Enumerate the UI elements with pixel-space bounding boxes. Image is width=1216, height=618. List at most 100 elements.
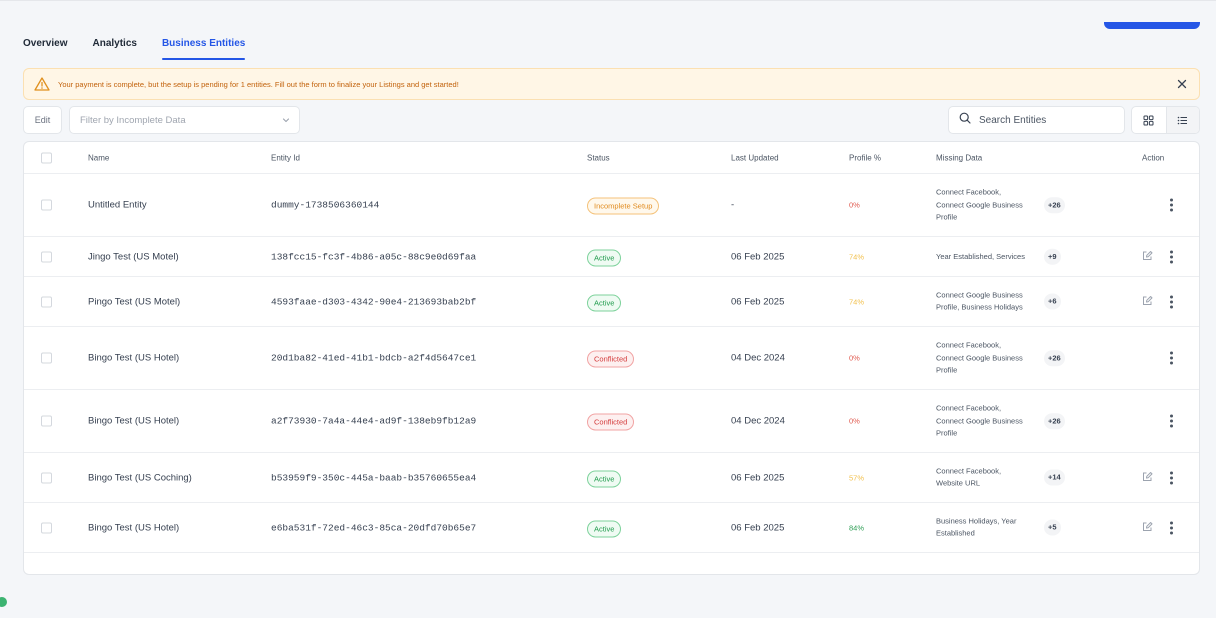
- filter-placeholder: Filter by Incomplete Data: [80, 114, 186, 126]
- table-row[interactable]: Bingo Test (US Hotel) 20d1ba82-41ed-41b1-…: [24, 327, 1199, 390]
- profile-percent: 74%: [849, 252, 865, 261]
- list-view-icon[interactable]: [1165, 107, 1199, 133]
- entity-id: 4593faae-d303-4342-90e4-213693bab2bf: [271, 296, 477, 307]
- tab-business-entities[interactable]: Business Entities: [161, 38, 246, 62]
- row-checkbox[interactable]: [41, 472, 52, 483]
- table-row[interactable]: Jingo Test (US Motel) 138fcc15-fc3f-4b86-…: [24, 237, 1199, 277]
- header-name: Name: [88, 153, 110, 162]
- status-badge: Conflicted: [587, 350, 635, 368]
- row-checkbox[interactable]: [41, 522, 52, 533]
- top-action-button[interactable]: [1104, 22, 1200, 29]
- table-toolbar: Edit Filter by Incomplete Data: [23, 106, 1200, 134]
- missing-data-count[interactable]: +6: [1044, 293, 1061, 310]
- select-all-checkbox[interactable]: [41, 152, 52, 163]
- edit-icon[interactable]: [1142, 519, 1153, 537]
- edit-icon[interactable]: [1142, 469, 1153, 487]
- more-options-icon[interactable]: [1170, 250, 1173, 263]
- missing-data: Connect Facebook, Connect Google Business…: [936, 339, 1065, 377]
- last-updated: 04 Dec 2024: [731, 415, 785, 427]
- missing-data-line: Website URL: [936, 478, 981, 488]
- header-status: Status: [587, 153, 610, 162]
- grid-view-icon[interactable]: [1132, 107, 1166, 133]
- entity-name[interactable]: Bingo Test (US Hotel): [88, 522, 180, 533]
- status-badge: Incomplete Setup: [587, 197, 660, 215]
- last-updated: 06 Feb 2025: [731, 251, 785, 262]
- entity-name[interactable]: Jingo Test (US Motel): [88, 251, 179, 262]
- more-options-icon[interactable]: [1170, 471, 1173, 484]
- tab-analytics[interactable]: Analytics: [92, 38, 137, 49]
- status-badge: Active: [587, 249, 622, 266]
- row-checkbox[interactable]: [41, 352, 52, 364]
- row-checkbox[interactable]: [41, 251, 52, 262]
- status-cell: Active: [587, 468, 622, 487]
- search-input[interactable]: [979, 114, 1109, 126]
- table-row[interactable]: Bingo Test (US Hotel) e6ba531f-72ed-46c3-…: [24, 503, 1199, 553]
- missing-data-count[interactable]: +26: [1044, 412, 1065, 430]
- table-row[interactable]: Untitled Entity dummy-1738506360144 Incomp…: [24, 174, 1199, 237]
- tab-overview[interactable]: Overview: [23, 38, 68, 49]
- table-row[interactable]: Bingo Test (US Coching) b53959f9-350c-445…: [24, 453, 1199, 503]
- search-box: [948, 106, 1125, 134]
- last-updated: 06 Feb 2025: [731, 296, 785, 307]
- missing-data-line: Profile: [936, 212, 958, 222]
- missing-data-line: Profile, Business Holidays: [936, 302, 1023, 312]
- online-indicator: [0, 597, 7, 607]
- table-row[interactable]: Bingo Test (US Hotel) a2f73930-7a4a-44e4-…: [24, 390, 1199, 453]
- more-options-icon[interactable]: [1170, 295, 1173, 308]
- missing-data-line: Connect Facebook,: [936, 340, 1002, 350]
- more-options-icon[interactable]: [1170, 351, 1173, 365]
- entity-id: a2f73930-7a4a-44e4-ad9f-138eb9fb12a9: [271, 415, 477, 427]
- missing-data-count[interactable]: +26: [1044, 349, 1065, 367]
- last-updated: 04 Dec 2024: [731, 352, 785, 364]
- entity-id: 20d1ba82-41ed-41b1-bdcb-a2f4d5647ce1: [271, 352, 477, 364]
- entity-name[interactable]: Bingo Test (US Hotel): [88, 415, 180, 427]
- missing-data-count[interactable]: +14: [1044, 469, 1065, 486]
- close-icon[interactable]: [1175, 77, 1189, 91]
- missing-data-line: Connect Google Business: [936, 415, 1023, 425]
- row-checkbox[interactable]: [41, 415, 52, 427]
- entity-name[interactable]: Bingo Test (US Hotel): [88, 352, 180, 364]
- row-checkbox[interactable]: [41, 296, 52, 307]
- entity-name[interactable]: Pingo Test (US Motel): [88, 296, 181, 307]
- missing-data-line: Year Established, Services: [936, 251, 1025, 261]
- profile-percent: 84%: [849, 523, 865, 532]
- more-options-icon[interactable]: [1170, 521, 1173, 534]
- missing-data-count[interactable]: +9: [1044, 248, 1061, 265]
- entities-table: Name Entity Id Status Last Updated Profi…: [23, 141, 1200, 575]
- status-badge: Conflicted: [587, 413, 635, 431]
- missing-data-count[interactable]: +5: [1044, 519, 1061, 536]
- status-cell: Conflicted: [587, 349, 635, 368]
- search-icon: [959, 111, 971, 129]
- entity-name[interactable]: Bingo Test (US Coching): [88, 472, 192, 483]
- profile-percent: 57%: [849, 473, 865, 482]
- header-action: Action: [1142, 153, 1165, 162]
- missing-data-line: Connect Google Business: [936, 352, 1023, 362]
- status-cell: Active: [587, 518, 622, 537]
- missing-data-line: Profile: [936, 428, 958, 438]
- last-updated: 06 Feb 2025: [731, 472, 785, 483]
- header-missing-data: Missing Data: [936, 153, 983, 162]
- edit-icon[interactable]: [1142, 293, 1153, 311]
- table-row[interactable]: Pingo Test (US Motel) 4593faae-d303-4342-…: [24, 277, 1199, 327]
- missing-data-line: Business Holidays, Year: [936, 516, 1017, 525]
- warning-icon: [34, 76, 50, 92]
- entity-id: b53959f9-350c-445a-baab-b35760655ea4: [271, 472, 477, 483]
- more-options-icon[interactable]: [1170, 198, 1173, 212]
- profile-percent: 74%: [849, 297, 865, 306]
- edit-icon[interactable]: [1142, 248, 1153, 266]
- status-badge: Active: [587, 520, 622, 537]
- missing-data-line: Connect Facebook,: [936, 187, 1002, 197]
- edit-button[interactable]: Edit: [23, 106, 62, 134]
- header-entity-id: Entity Id: [271, 153, 300, 162]
- incomplete-data-filter[interactable]: Filter by Incomplete Data: [69, 106, 300, 134]
- view-toggle: [1131, 106, 1200, 134]
- row-checkbox[interactable]: [41, 199, 52, 211]
- more-options-icon[interactable]: [1170, 414, 1173, 428]
- missing-data: Connect Google Business Profile, Business…: [936, 289, 1061, 314]
- status-badge: Active: [587, 470, 622, 487]
- last-updated: -: [731, 199, 735, 211]
- entity-name[interactable]: Untitled Entity: [88, 199, 147, 211]
- entity-id: dummy-1738506360144: [271, 199, 380, 211]
- missing-data-count[interactable]: +26: [1044, 196, 1065, 214]
- header-profile: Profile %: [849, 153, 882, 162]
